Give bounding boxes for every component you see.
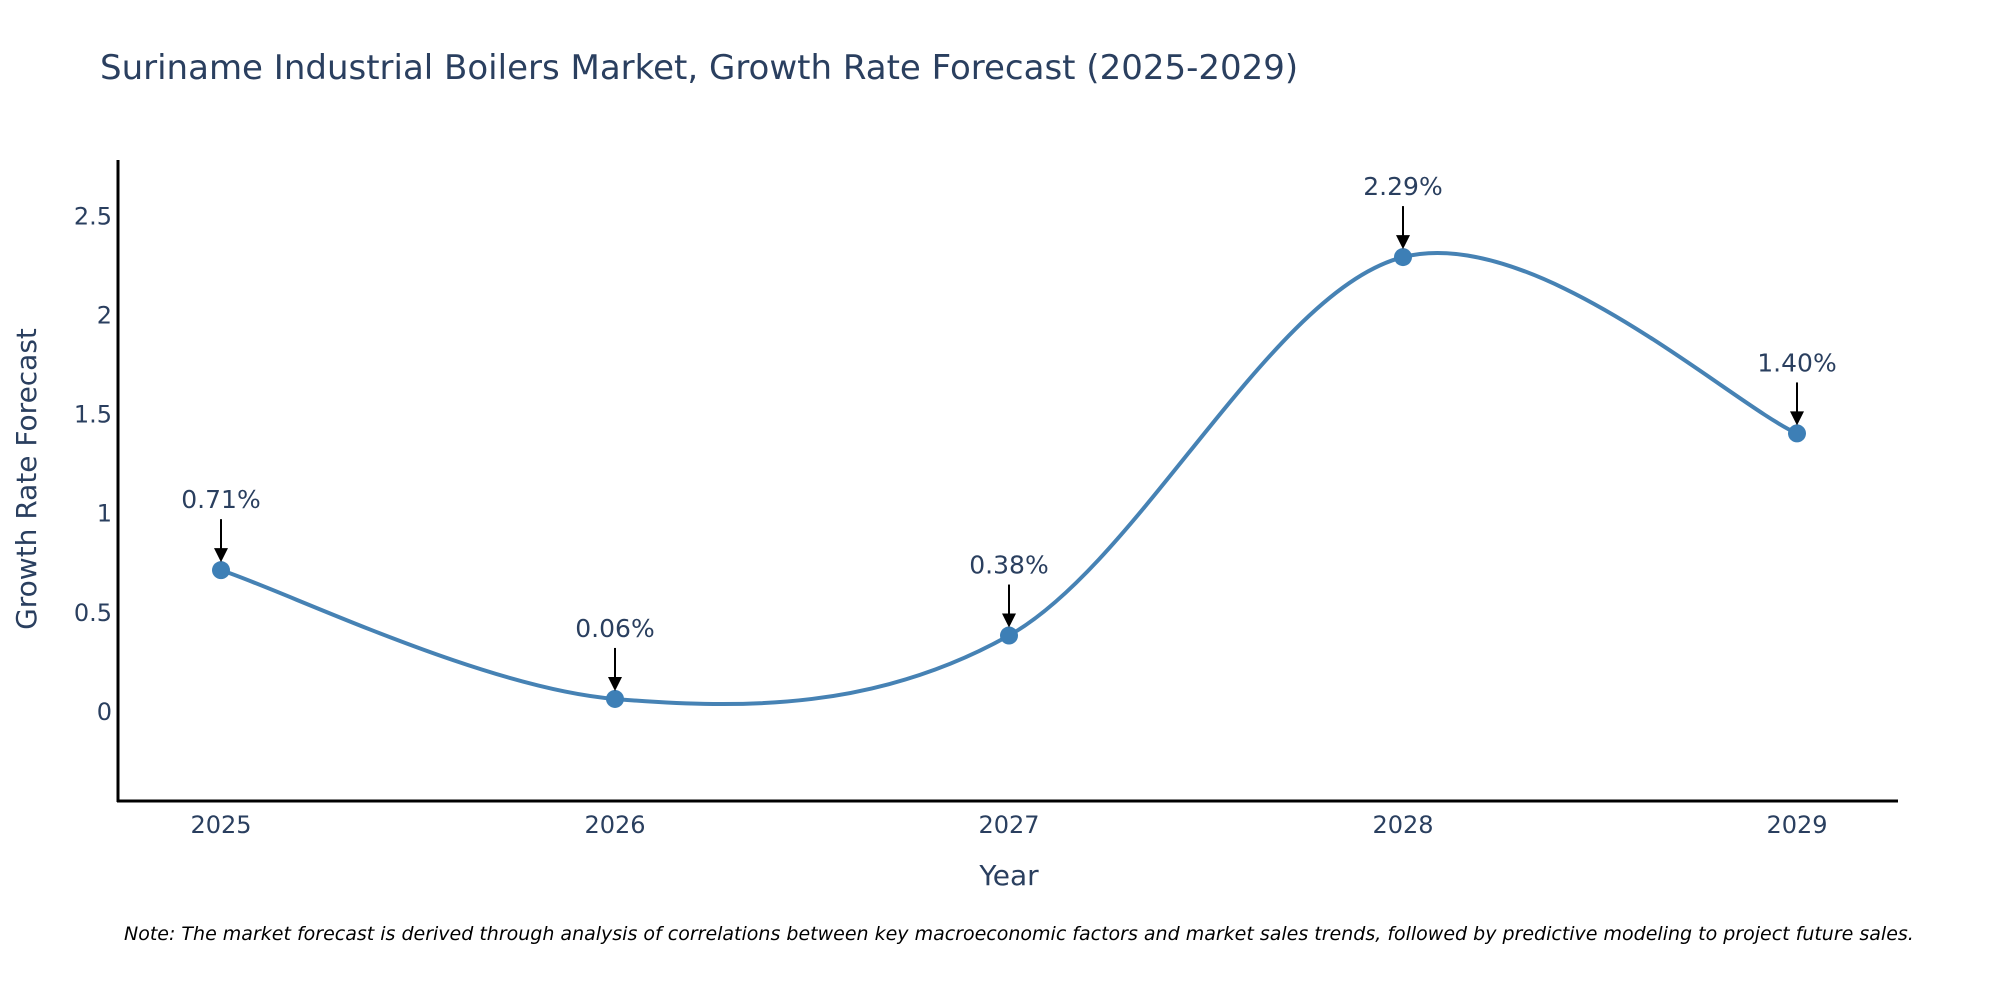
- data-label: 0.38%: [969, 551, 1048, 580]
- data-label: 0.71%: [181, 485, 260, 514]
- x-tick-label: 2027: [978, 811, 1039, 839]
- annotation-arrowhead: [1790, 411, 1804, 426]
- x-axis-ticks: 2025 2026 2027 2028 2029: [190, 811, 1827, 839]
- y-tick-label: 2.5: [74, 202, 112, 230]
- x-tick-label: 2029: [1766, 811, 1827, 839]
- data-label: 2.29%: [1363, 172, 1442, 201]
- x-axis-title: Year: [978, 859, 1039, 892]
- data-labels: 0.71% 0.06% 0.38% 2.29% 1.40%: [181, 172, 1837, 691]
- y-tick-label: 0.5: [74, 599, 112, 627]
- chart-title: Suriname Industrial Boilers Market, Grow…: [100, 48, 1298, 88]
- data-point: [1000, 626, 1018, 645]
- x-tick-label: 2025: [190, 811, 251, 839]
- data-point: [212, 561, 230, 580]
- annotation-arrowhead: [1396, 235, 1410, 250]
- data-point: [1394, 248, 1412, 267]
- data-points: [212, 248, 1806, 708]
- x-tick-label: 2026: [584, 811, 645, 839]
- y-axis-ticks: 0 0.5 1 1.5 2 2.5: [74, 202, 112, 725]
- data-point: [1788, 424, 1806, 443]
- y-axis-title: Growth Rate Forecast: [10, 328, 43, 630]
- series-line: [220, 250, 1798, 707]
- annotation-arrowhead: [1002, 613, 1016, 628]
- footnote: Note: The market forecast is derived thr…: [124, 923, 1914, 945]
- data-label: 0.06%: [575, 614, 654, 643]
- y-tick-label: 2: [97, 302, 112, 330]
- annotation-arrowhead: [608, 676, 622, 691]
- annotation-arrowhead: [214, 548, 228, 563]
- y-tick-label: 0: [97, 698, 112, 726]
- y-tick-label: 1.5: [74, 401, 112, 429]
- x-tick-label: 2028: [1372, 811, 1433, 839]
- data-label: 1.40%: [1757, 348, 1836, 377]
- data-point: [606, 689, 624, 708]
- y-tick-label: 1: [97, 500, 112, 528]
